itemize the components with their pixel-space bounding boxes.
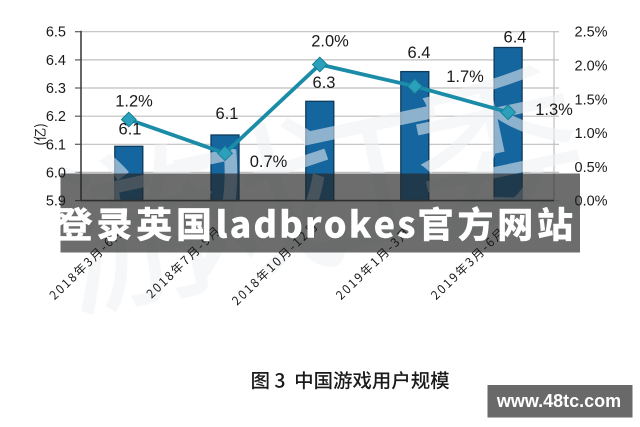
svg-text:6.4: 6.4 xyxy=(408,44,431,62)
svg-text:0.5%: 0.5% xyxy=(575,160,608,176)
svg-text:6.4: 6.4 xyxy=(504,28,527,46)
svg-text:6.1: 6.1 xyxy=(216,105,239,123)
svg-text:6.5: 6.5 xyxy=(46,25,66,41)
svg-text:6.3: 6.3 xyxy=(46,81,66,97)
svg-text:6.1: 6.1 xyxy=(46,137,66,153)
svg-text:1.0%: 1.0% xyxy=(575,126,608,142)
svg-text:1.2%: 1.2% xyxy=(115,92,153,110)
svg-text:6.2: 6.2 xyxy=(46,109,66,125)
svg-text:www.48tc.com: www.48tc.com xyxy=(496,391,621,411)
svg-text:2.0%: 2.0% xyxy=(311,32,349,50)
svg-text:6.3: 6.3 xyxy=(313,74,336,92)
svg-text:5.9: 5.9 xyxy=(46,194,66,210)
svg-text:2.5%: 2.5% xyxy=(575,25,608,41)
svg-text:6.0: 6.0 xyxy=(46,165,66,181)
svg-text:6.1: 6.1 xyxy=(119,120,142,138)
svg-text:1.5%: 1.5% xyxy=(575,92,608,108)
svg-text:1.3%: 1.3% xyxy=(535,101,573,119)
svg-text:0.0%: 0.0% xyxy=(575,194,608,210)
svg-text:0.7%: 0.7% xyxy=(250,153,288,171)
svg-text:2.0%: 2.0% xyxy=(575,58,608,74)
svg-text:1.7%: 1.7% xyxy=(446,68,484,86)
svg-text:6.4: 6.4 xyxy=(46,53,66,69)
